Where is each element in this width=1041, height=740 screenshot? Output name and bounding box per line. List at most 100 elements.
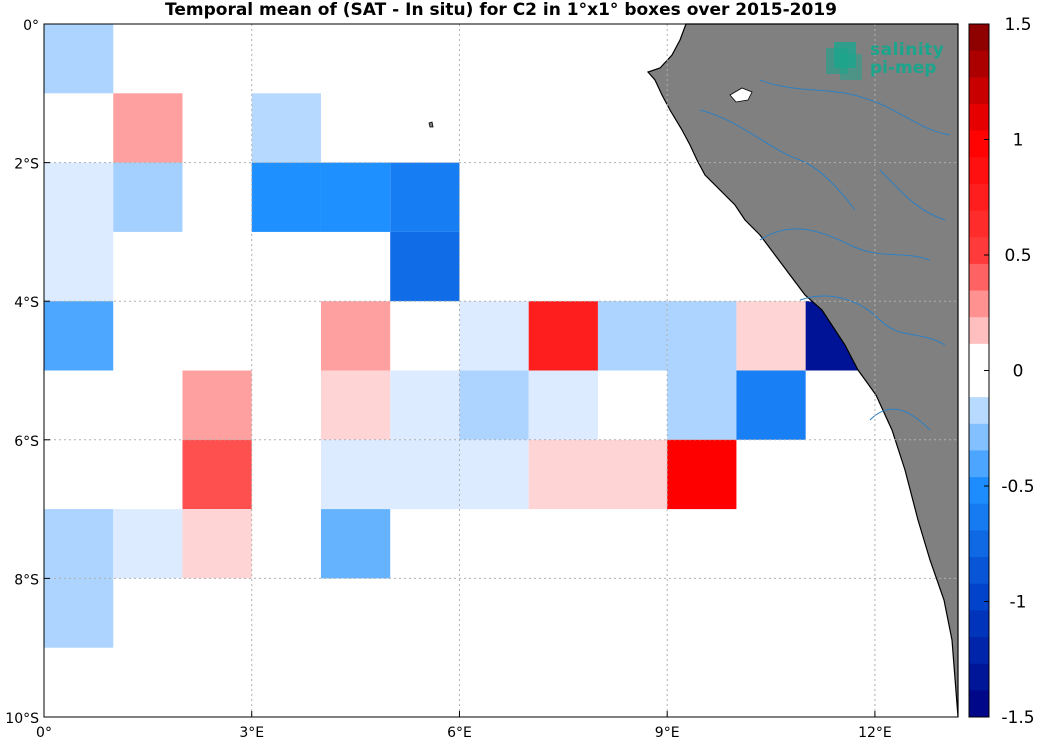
heatmap-cell <box>320 162 391 232</box>
heatmap-cell <box>320 370 391 440</box>
y-tick-label: 8°S <box>14 572 39 588</box>
colorbar-tick-label: -1.5 <box>1001 708 1034 728</box>
island <box>428 121 434 128</box>
plot-frame <box>43 23 959 718</box>
heatmap-cell <box>459 439 529 510</box>
heatmap-cell <box>320 439 391 510</box>
y-tick-label: 4°S <box>14 295 39 311</box>
coastline-land <box>646 23 959 718</box>
colorbar-segment <box>969 183 989 212</box>
river-6 <box>879 169 946 221</box>
colorbar-segment <box>969 610 989 638</box>
colorbar-segment <box>969 557 989 585</box>
x-tick-label: 6°E <box>447 725 472 740</box>
colorbar-segment <box>969 477 989 505</box>
land-mass <box>428 23 959 718</box>
y-tick-label: 6°S <box>14 434 39 450</box>
colorbar-segment <box>969 397 989 425</box>
heatmap-cell <box>113 509 183 579</box>
heatmap-cell <box>390 231 460 302</box>
colorbar-segment <box>969 690 989 718</box>
river-3 <box>799 295 946 346</box>
heatmap-cell <box>44 231 114 302</box>
x-tick-label: 9°E <box>655 725 680 740</box>
y-tick-label: 2°S <box>14 157 39 173</box>
heatmap-cell <box>736 301 806 371</box>
heatmap-cells <box>44 24 875 648</box>
colorbar-segment <box>969 210 989 238</box>
logo-mark-icon <box>826 42 862 80</box>
colorbar-segment <box>969 77 989 105</box>
colorbar-segment <box>969 450 989 478</box>
heatmap-cell <box>113 93 183 163</box>
heatmap-cell <box>320 509 391 579</box>
grid-lines <box>44 24 958 717</box>
colorbar-segment <box>969 530 989 558</box>
heatmap-cell <box>44 301 114 371</box>
colorbar-segment <box>969 637 989 665</box>
river-4 <box>869 408 931 431</box>
colorbar-segment <box>969 423 989 451</box>
colorbar-segment <box>969 24 989 52</box>
heatmap-cell <box>597 301 668 371</box>
heatmap-cell <box>182 439 252 510</box>
heatmap-cell <box>736 370 806 440</box>
heatmap-cell <box>320 301 391 371</box>
chart-title: Temporal mean of (SAT - In situ) for C2 … <box>165 0 837 20</box>
colorbar-tick-label: 1 <box>1013 131 1024 151</box>
heatmap-cell <box>44 162 114 232</box>
heatmap-cell <box>528 439 598 510</box>
y-tick-label: 10°S <box>5 711 39 727</box>
colorbar-segment <box>969 663 989 691</box>
x-tick-label: 12°E <box>858 725 892 740</box>
heatmap-cell <box>44 24 114 94</box>
colorbar-segment <box>969 157 989 185</box>
colorbar-segment <box>969 343 989 371</box>
heatmap-cell <box>251 162 321 232</box>
colorbar-segment <box>969 103 989 132</box>
heatmap-cell <box>597 439 668 510</box>
lake <box>729 87 753 103</box>
colorbar-tick-label: 0 <box>1013 362 1024 382</box>
heatmap-cell <box>182 509 252 579</box>
heatmap-cell <box>113 162 183 232</box>
x-tick-label: 0° <box>36 725 52 740</box>
heatmap-cell <box>528 370 598 440</box>
colorbar-segment <box>969 503 989 531</box>
colorbar-tick-label: -1 <box>1010 593 1027 613</box>
heatmap-cell <box>390 439 460 510</box>
logo-text-line2: pi-mep <box>870 58 937 78</box>
river-2 <box>759 228 931 261</box>
colorbar-segment <box>969 50 989 78</box>
colorbar-tick-label: -0.5 <box>1001 477 1034 497</box>
colorbar <box>968 23 990 718</box>
heatmap-cell <box>459 370 529 440</box>
heatmap-cell <box>182 370 252 440</box>
y-tick-label: 0° <box>23 18 39 34</box>
colorbar-segment <box>969 290 989 318</box>
colorbar-segment <box>969 130 989 158</box>
colorbar-segment <box>969 263 989 292</box>
x-axis-ticks: 0° 3°E 6°E 9°E 12°E <box>36 711 892 740</box>
colorbar-segment <box>969 317 989 345</box>
river-1 <box>699 109 856 211</box>
heatmap-cell <box>667 370 737 440</box>
colorbar-ticks: 1.5 1 0.5 0 -0.5 -1 -1.5 <box>984 15 1035 728</box>
colorbar-segment <box>969 237 989 265</box>
heatmap-cell <box>667 439 737 510</box>
colorbar-segment <box>969 370 989 398</box>
heatmap-cell <box>528 301 598 371</box>
y-axis-ticks: 0° 2°S 4°S 6°S 8°S 10°S <box>5 18 50 727</box>
heatmap-cell <box>251 93 321 163</box>
heatmap-cell <box>459 301 529 371</box>
colorbar-tick-label: 0.5 <box>1004 246 1031 266</box>
colorbar-segment <box>969 583 989 611</box>
heatmap-cell <box>44 509 114 579</box>
heatmap-cell <box>390 162 460 232</box>
heatmap-cell <box>44 578 114 648</box>
x-tick-label: 3°E <box>239 725 264 740</box>
river-5 <box>759 79 951 136</box>
colorbar-tick-label: 1.5 <box>1004 15 1031 35</box>
logo-text-line1: salinity <box>870 40 945 60</box>
heatmap-cell <box>390 370 460 440</box>
